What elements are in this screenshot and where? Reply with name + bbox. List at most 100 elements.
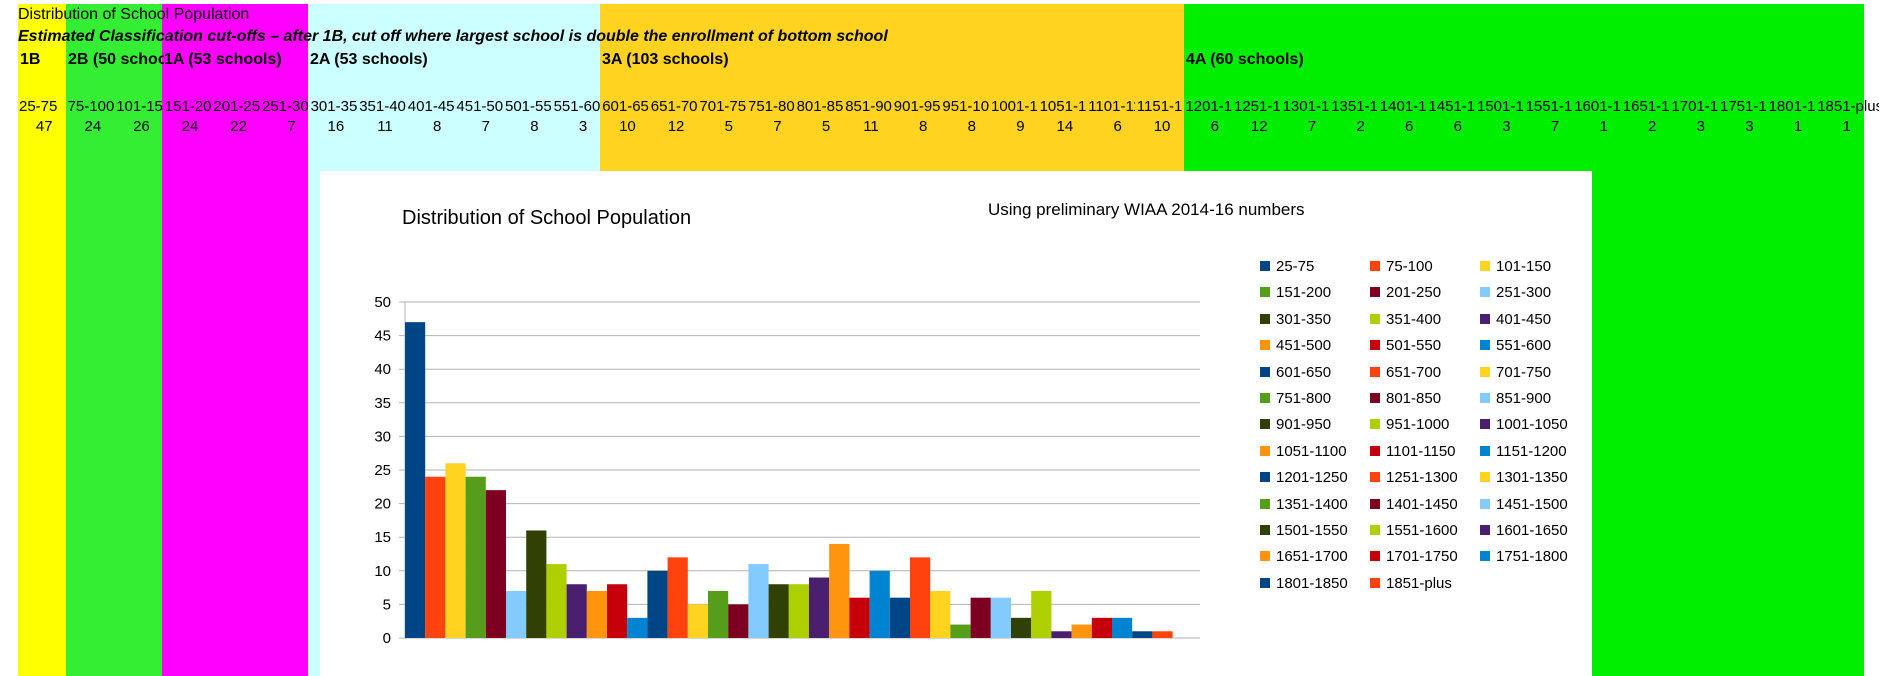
column-label: 651-700: [650, 98, 698, 115]
column-label: 701-750: [699, 98, 746, 115]
column-count: 7: [1550, 118, 1560, 135]
column-count: 7: [1307, 118, 1317, 135]
legend-label: 801-850: [1386, 390, 1442, 407]
legend-swatch: [1260, 551, 1270, 562]
bar-1501-1550: [1011, 617, 1032, 638]
y-tick-label: 40: [374, 361, 391, 378]
bar-401-450: [566, 584, 587, 638]
legend-item: 551-600: [1480, 337, 1551, 355]
column-count: 16: [327, 118, 345, 135]
bar-1151-1200: [869, 570, 890, 638]
legend-item: 601-650: [1260, 364, 1331, 382]
bar-851-900: [748, 564, 769, 638]
legend-label: 1601-1650: [1496, 522, 1568, 539]
legend-item: 101-150: [1480, 258, 1551, 276]
bar-951-1000: [788, 584, 809, 638]
column-count: 2: [1648, 118, 1657, 135]
legend-item: 151-200: [1260, 284, 1331, 302]
legend-item: 1401-1450: [1370, 496, 1458, 514]
legend-label: 1401-1450: [1386, 495, 1458, 513]
bar-301-350: [526, 530, 547, 638]
group-label-4a: 4A (60 schools): [1186, 51, 1304, 68]
y-tick-label: 45: [374, 328, 391, 345]
bar-1301-1350: [930, 590, 951, 638]
legend-label: 1101-1150: [1386, 442, 1456, 460]
bar-601-650: [647, 570, 668, 638]
chart-subtitle: Using preliminary WIAA 2014-16 numbers: [988, 200, 1305, 219]
legend-swatch: [1370, 445, 1380, 456]
legend-swatch: [1480, 445, 1490, 456]
column-label: 601-650: [602, 98, 649, 115]
chart-container[interactable]: Distribution of School Population Using …: [320, 171, 1592, 676]
column-label: 1151-1200: [1136, 98, 1184, 115]
legend-label: 1801-1850: [1276, 574, 1348, 592]
legend-label: 1251-1300: [1386, 469, 1458, 487]
column-count: 8: [433, 118, 442, 135]
legend-swatch: [1480, 261, 1490, 271]
group-label-1b: 1B: [20, 51, 41, 68]
legend-item: 75-100: [1370, 258, 1433, 276]
column-label: 1551-1600: [1525, 98, 1573, 115]
column-count: 6: [1453, 118, 1462, 135]
bar-101-150: [445, 463, 466, 638]
column-label: 751-800: [748, 98, 795, 115]
column-count: 8: [967, 118, 976, 135]
bar-1801-1850: [1132, 631, 1153, 638]
bar-751-800: [708, 590, 729, 638]
legend-swatch: [1480, 393, 1490, 403]
legend-item: 1701-1750: [1370, 548, 1458, 566]
column-label: 1451-1500: [1428, 98, 1475, 115]
column-label: 1401-1450: [1379, 98, 1427, 115]
legend-item: 1851-plus: [1370, 575, 1452, 593]
legend-swatch: [1480, 419, 1490, 430]
column-label: 401-450: [407, 98, 455, 115]
column-label: 1851-plus: [1817, 98, 1880, 115]
legend-item: 351-400: [1370, 311, 1441, 329]
band-1b: [18, 4, 66, 676]
group-label-2a: 2A (53 schools): [310, 51, 428, 68]
column-label: 1751-1800: [1720, 98, 1767, 115]
column-count: 3: [1502, 118, 1511, 135]
legend-label: 1701-1750: [1386, 548, 1458, 566]
column-label: 1051-1100: [1039, 98, 1087, 115]
column-count: 12: [1250, 118, 1268, 135]
legend-label: 901-950: [1276, 416, 1332, 434]
legend-item: 901-950: [1260, 416, 1331, 434]
column-count: 11: [377, 118, 393, 135]
legend-label: 1501-1550: [1276, 522, 1348, 539]
legend-label: 1551-1600: [1386, 522, 1458, 539]
legend-label: 151-200: [1276, 284, 1332, 302]
bar-1751-1800: [1112, 617, 1133, 638]
column-count: 1: [1599, 118, 1608, 135]
column-label: 901-950: [893, 98, 941, 115]
legend-swatch: [1370, 313, 1380, 324]
legend-swatch: [1480, 472, 1490, 483]
legend-label: 201-250: [1386, 284, 1442, 302]
legend-label: 951-1000: [1386, 416, 1450, 434]
column-count: 9: [1016, 118, 1025, 135]
bar-75-100: [425, 476, 446, 638]
y-tick-label: 15: [374, 529, 391, 546]
bar-451-500: [586, 590, 607, 638]
bar-1551-1600: [1031, 590, 1052, 638]
legend-item: 1801-1850: [1260, 575, 1348, 593]
legend-item: 401-450: [1480, 311, 1551, 329]
legend-swatch: [1480, 551, 1490, 562]
legend-swatch: [1370, 551, 1380, 562]
legend-label: 751-800: [1276, 390, 1332, 407]
column-count: 7: [481, 118, 490, 135]
column-count: 14: [1056, 118, 1074, 135]
column-label: 351-400: [359, 98, 406, 115]
column-count: 6: [1210, 118, 1219, 135]
legend-swatch: [1260, 445, 1270, 456]
column-label: 501-550: [505, 98, 552, 115]
legend-label: 75-100: [1386, 258, 1433, 275]
legend-label: 1301-1350: [1496, 469, 1568, 487]
bar-151-200: [465, 476, 486, 638]
legend-swatch: [1370, 287, 1380, 298]
column-label: 1201-1250: [1185, 98, 1232, 115]
legend-swatch: [1370, 340, 1380, 351]
bar-901-950: [768, 584, 789, 638]
column-label: 451-500: [456, 98, 503, 115]
column-count: 11: [863, 118, 879, 135]
